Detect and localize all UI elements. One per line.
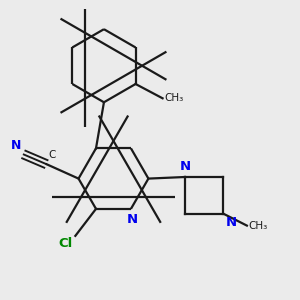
- Text: CH₃: CH₃: [249, 220, 268, 231]
- Text: N: N: [11, 139, 21, 152]
- Text: N: N: [226, 216, 237, 229]
- Text: Cl: Cl: [58, 237, 73, 250]
- Text: C: C: [49, 151, 56, 160]
- Text: N: N: [127, 213, 138, 226]
- Text: CH₃: CH₃: [164, 93, 184, 103]
- Text: N: N: [179, 160, 191, 173]
